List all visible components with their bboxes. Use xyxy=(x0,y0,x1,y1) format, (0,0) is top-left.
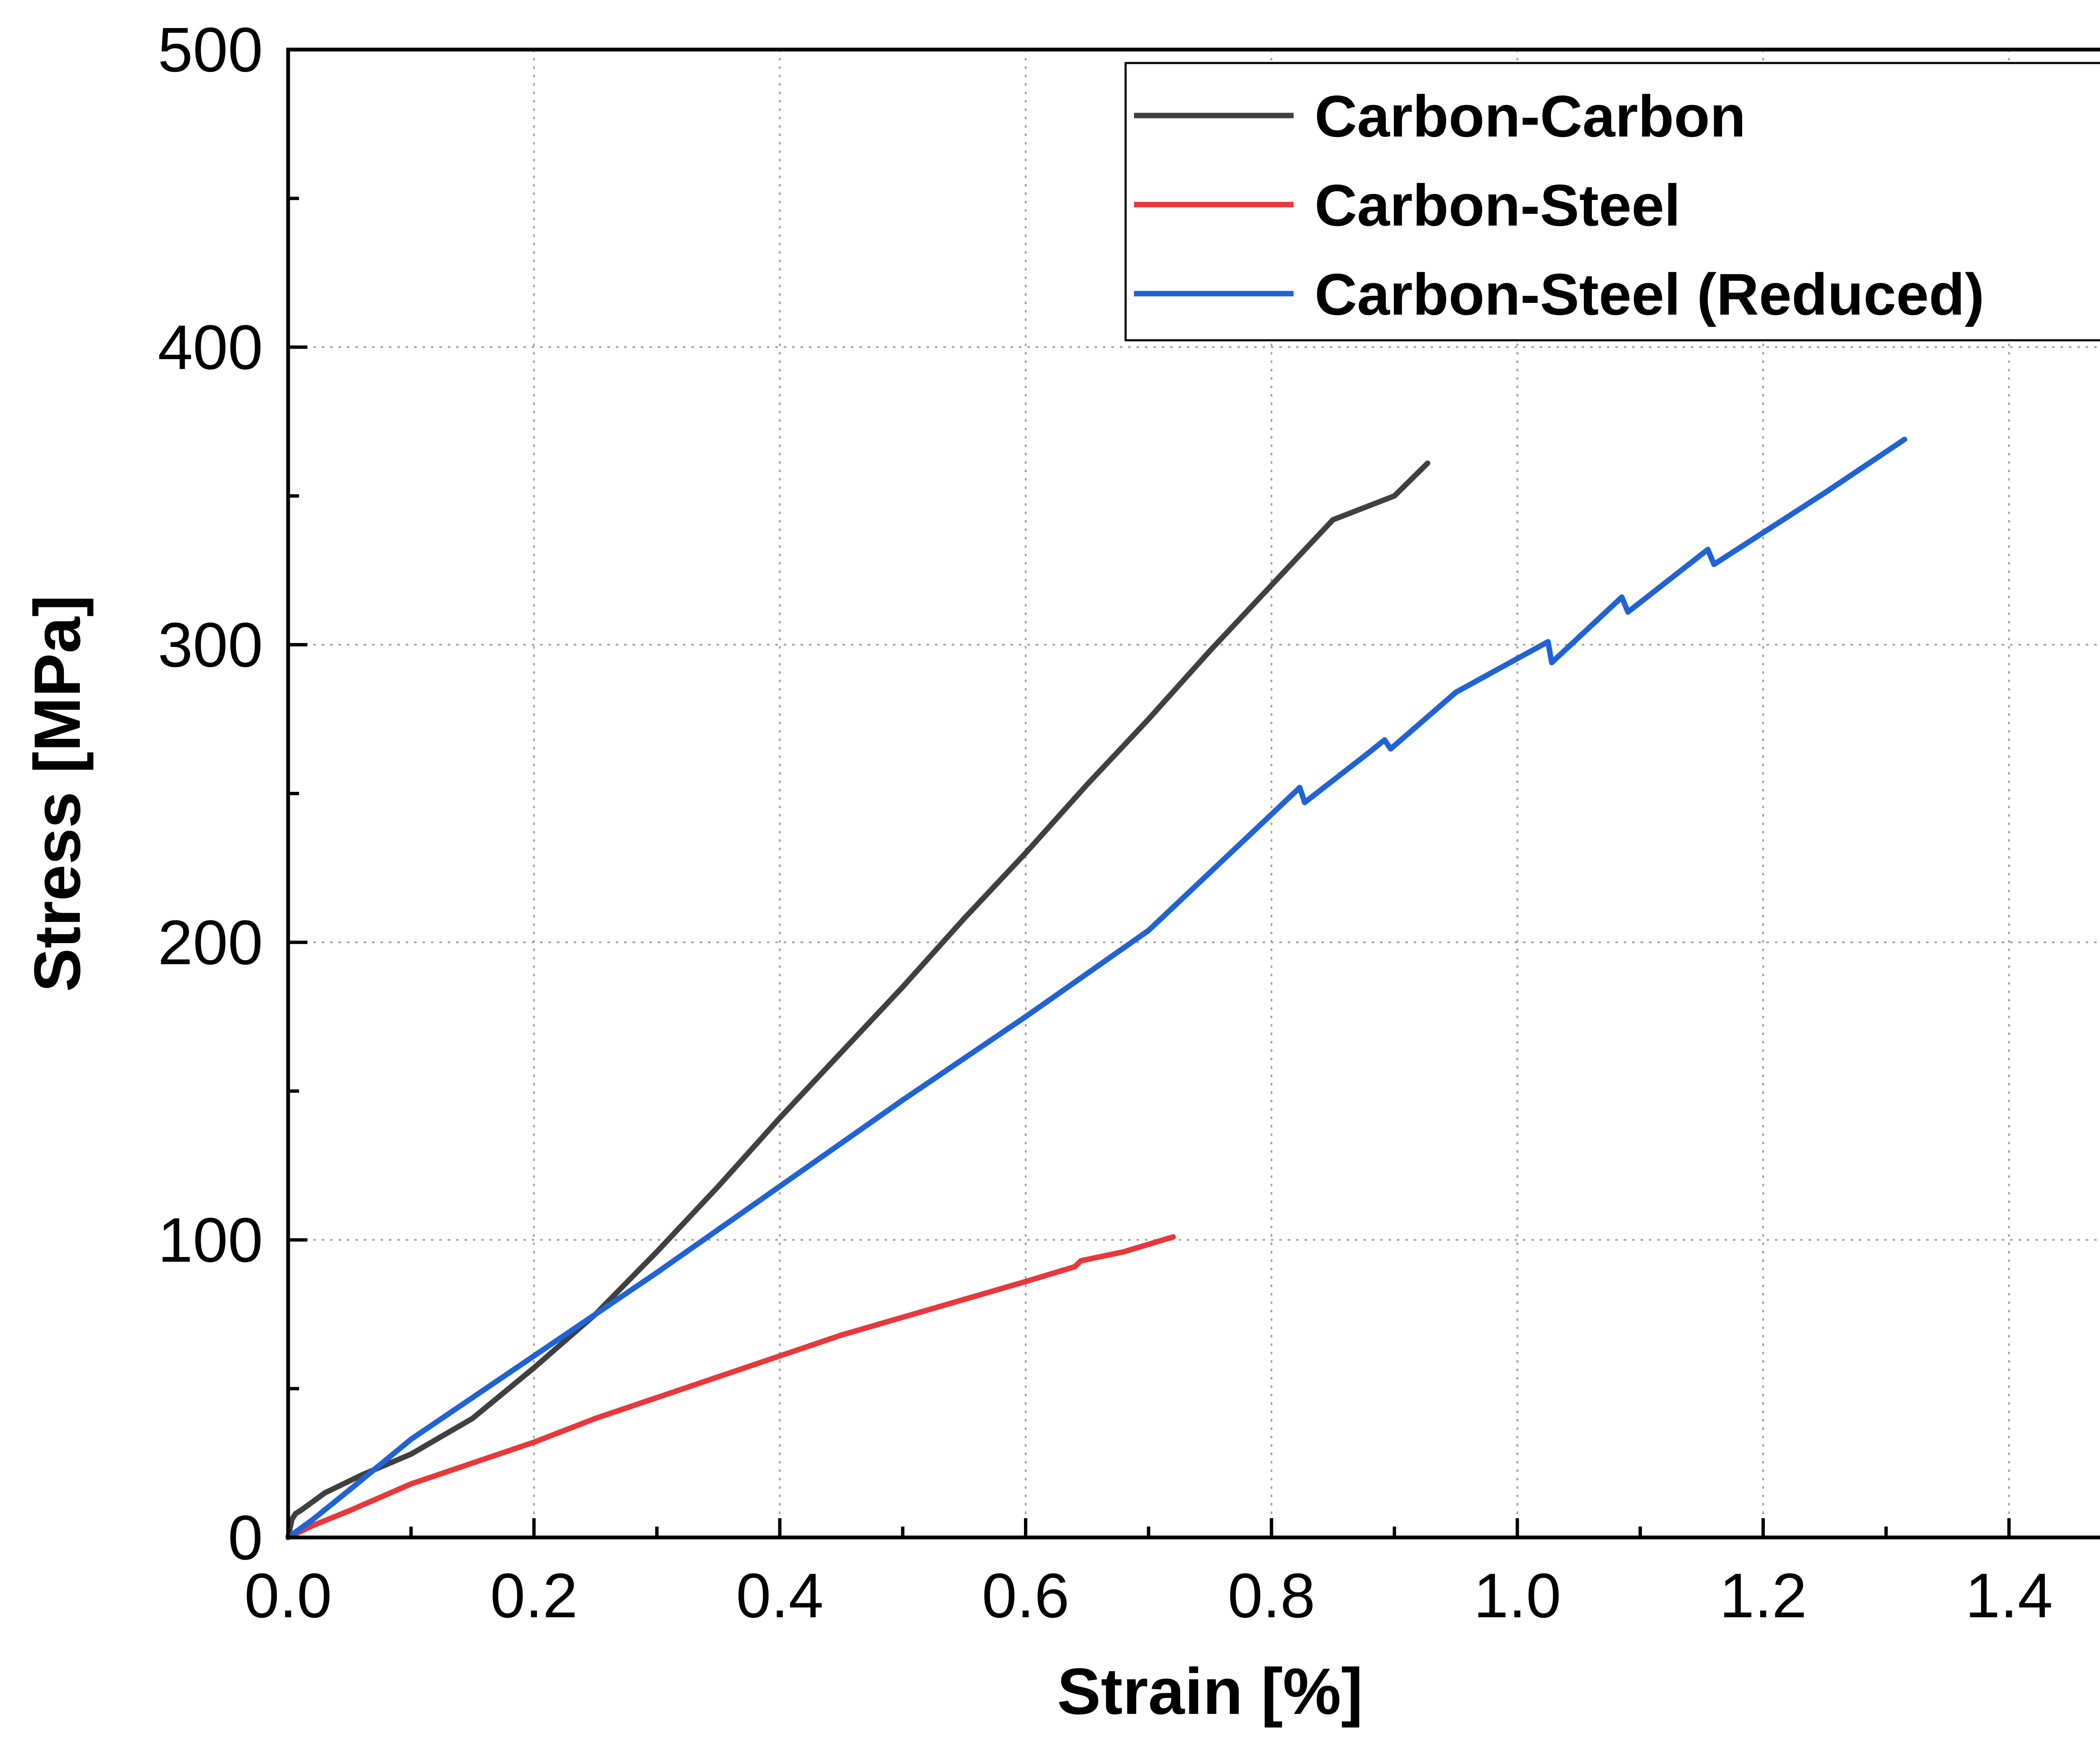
legend: Carbon-Carbon Carbon-Steel Carbon-Steel (R… xyxy=(1124,62,2100,342)
y-tick-label: 200 xyxy=(158,907,263,978)
x-tick-label: 0.2 xyxy=(490,1560,578,1631)
legend-label: Carbon-Steel (Reduced) xyxy=(1315,261,1984,327)
legend-label: Carbon-Steel xyxy=(1315,172,1680,238)
y-tick-label: 0 xyxy=(228,1502,263,1573)
x-tick-label: 0.0 xyxy=(244,1560,332,1631)
x-tick-label: 1.2 xyxy=(1719,1560,1807,1631)
x-tick-label: 0.4 xyxy=(736,1560,824,1631)
y-tick-label: 500 xyxy=(158,14,263,85)
legend-label: Carbon-Carbon xyxy=(1315,83,1746,149)
tick-labels: 0.0 0.2 0.4 0.6 0.8 1.0 1.2 1.4 0 100 200 300 400 500 xyxy=(158,14,2053,1631)
axis-ticks xyxy=(286,48,2011,1539)
y-tick-label: 400 xyxy=(158,312,263,382)
y-axis-title: Stress [MPa] xyxy=(21,595,94,992)
x-tick-label: 1.4 xyxy=(1965,1560,2053,1631)
series-line-carbon-carbon xyxy=(285,460,1431,1540)
series-line-carbon-steel-reduced xyxy=(285,436,1908,1540)
y-tick-label: 300 xyxy=(158,610,263,680)
series-line-carbon-steel xyxy=(285,1234,1176,1540)
x-tick-label: 1.0 xyxy=(1473,1560,1561,1631)
x-tick-label: 0.6 xyxy=(982,1560,1070,1631)
y-tick-label: 100 xyxy=(158,1205,263,1275)
x-axis-title: Strain [%] xyxy=(1057,1655,1363,1728)
x-tick-label: 0.8 xyxy=(1228,1560,1315,1631)
series-layer xyxy=(285,436,1908,1540)
